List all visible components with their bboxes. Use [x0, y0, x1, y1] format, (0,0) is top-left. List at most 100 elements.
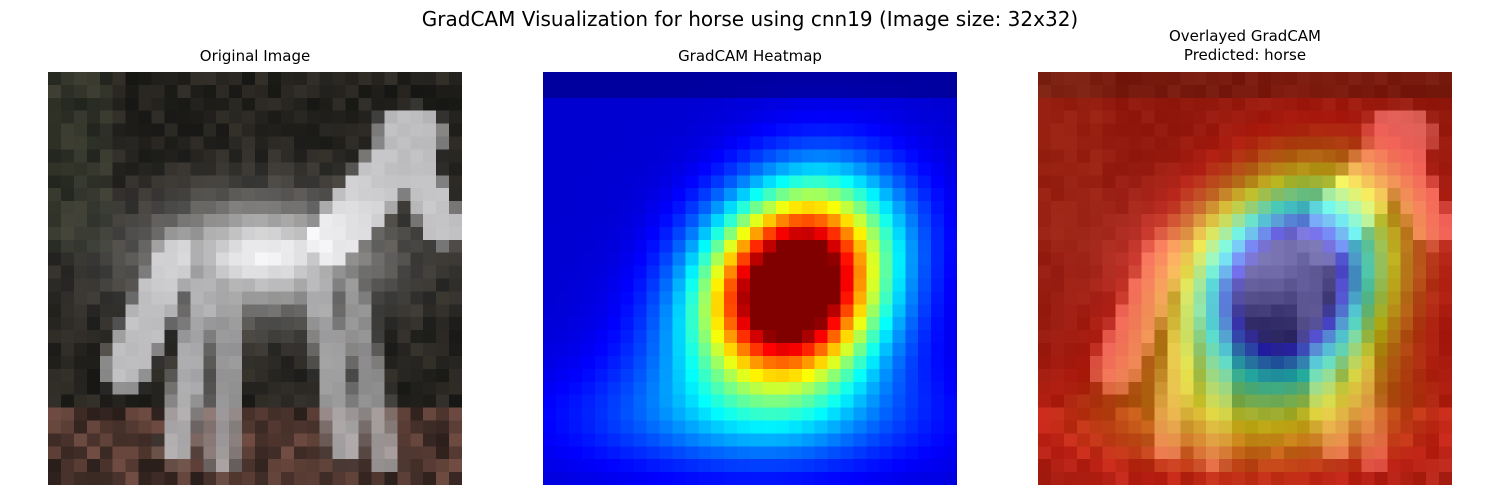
heatmap-pixel: [633, 201, 647, 215]
heatmap-pixel: [659, 175, 673, 189]
heatmap-pixel: [620, 278, 634, 292]
heatmap-pixel: [905, 420, 919, 434]
overlay-pixel: [1115, 291, 1129, 305]
overlay-pixel: [1348, 317, 1362, 331]
original-image-pixel: [345, 239, 359, 253]
overlay-pixel: [1374, 381, 1388, 395]
heatmap-pixel: [762, 330, 777, 344]
heatmap-pixel: [672, 84, 686, 99]
overlay-pixel: [1089, 381, 1103, 395]
heatmap-pixel: [762, 355, 777, 370]
overlay-panel: [1038, 72, 1452, 485]
overlay-pixel: [1128, 278, 1142, 292]
overlay-pixel: [1270, 446, 1285, 460]
heatmap-pixel: [543, 420, 557, 434]
heatmap-pixel: [737, 330, 751, 344]
heatmap-pixel: [737, 175, 751, 189]
overlay-pixel: [1245, 381, 1259, 395]
heatmap-pixel: [918, 343, 932, 357]
original-image-pixel: [267, 317, 282, 331]
original-image-pixel: [48, 136, 62, 150]
overlay-pixel: [1206, 330, 1220, 344]
original-image-pixel: [319, 239, 333, 253]
heatmap-pixel: [801, 343, 815, 357]
original-image-pixel: [397, 304, 411, 318]
heatmap-pixel: [555, 201, 570, 215]
overlay-pixel: [1296, 368, 1310, 383]
heatmap-pixel: [633, 97, 647, 111]
original-image-pixel: [73, 343, 88, 357]
original-image-pixel: [436, 433, 450, 447]
original-image-pixel: [345, 175, 359, 189]
overlay-pixel: [1387, 213, 1401, 228]
original-image-pixel: [319, 175, 333, 189]
overlay-pixel: [1232, 201, 1246, 215]
original-image-pixel: [216, 72, 230, 86]
heatmap-pixel: [775, 459, 790, 473]
original-image-pixel: [216, 188, 230, 202]
overlay-pixel: [1296, 472, 1310, 485]
overlay-pixel: [1413, 278, 1427, 292]
overlay-pixel: [1180, 459, 1194, 473]
original-image-pixel: [371, 446, 385, 460]
heatmap-pixel: [698, 420, 712, 434]
original-image-pixel: [255, 213, 269, 228]
original-image-pixel: [125, 149, 139, 163]
original-image-pixel: [229, 252, 243, 266]
original-image-pixel: [306, 72, 320, 86]
overlay-pixel: [1038, 188, 1052, 202]
heatmap-pixel: [750, 239, 764, 253]
original-image-pixel: [229, 188, 243, 202]
original-image-pixel: [60, 291, 75, 305]
original-image-pixel: [371, 368, 385, 383]
heatmap-pixel: [568, 459, 583, 473]
heatmap-pixel: [568, 239, 583, 253]
original-image-pixel: [332, 368, 346, 383]
overlay-pixel: [1387, 110, 1401, 124]
heatmap-pixel: [788, 472, 803, 485]
overlay-pixel: [1348, 72, 1362, 86]
original-image-pixel: [112, 175, 126, 189]
heatmap-pixel: [672, 394, 686, 408]
heatmap-pixel: [568, 446, 583, 460]
original-image-pixel: [216, 278, 230, 292]
overlay-pixel: [1141, 201, 1155, 215]
heatmap-pixel: [620, 368, 634, 383]
original-image-pixel: [125, 407, 139, 421]
original-image-pixel: [293, 291, 308, 305]
heatmap-pixel: [840, 239, 854, 253]
overlay-pixel: [1038, 84, 1052, 99]
overlay-pixel: [1089, 110, 1103, 124]
original-image-pixel: [410, 239, 424, 253]
heatmap-pixel: [775, 252, 790, 266]
heatmap-pixel: [840, 278, 854, 292]
heatmap-pixel: [944, 355, 957, 370]
original-image-pixel: [60, 304, 75, 318]
original-image-pixel: [293, 355, 308, 370]
overlay-pixel: [1206, 188, 1220, 202]
original-image-pixel: [293, 175, 308, 189]
original-image-pixel: [410, 278, 424, 292]
original-image-pixel: [280, 420, 295, 434]
original-image-pixel: [319, 343, 333, 357]
original-image-pixel: [190, 381, 204, 395]
heatmap-pixel: [801, 394, 815, 408]
heatmap-pixel: [750, 278, 764, 292]
original-image-pixel: [177, 381, 191, 395]
heatmap-pixel: [827, 394, 841, 408]
heatmap-pixel: [788, 407, 803, 421]
heatmap-pixel: [698, 265, 712, 279]
overlay-pixel: [1063, 278, 1078, 292]
heatmap-pixel: [762, 446, 777, 460]
overlay-pixel: [1063, 330, 1078, 344]
overlay-pixel: [1374, 433, 1388, 447]
heatmap-pixel: [866, 407, 880, 421]
overlay-pixel: [1335, 446, 1349, 460]
original-image-pixel: [73, 265, 88, 279]
overlay-pixel: [1270, 175, 1285, 189]
heatmap-pixel: [646, 472, 660, 485]
original-image-pixel: [86, 175, 101, 189]
overlay-pixel: [1348, 213, 1362, 228]
original-image-pixel: [73, 239, 88, 253]
overlay-pixel: [1167, 459, 1181, 473]
